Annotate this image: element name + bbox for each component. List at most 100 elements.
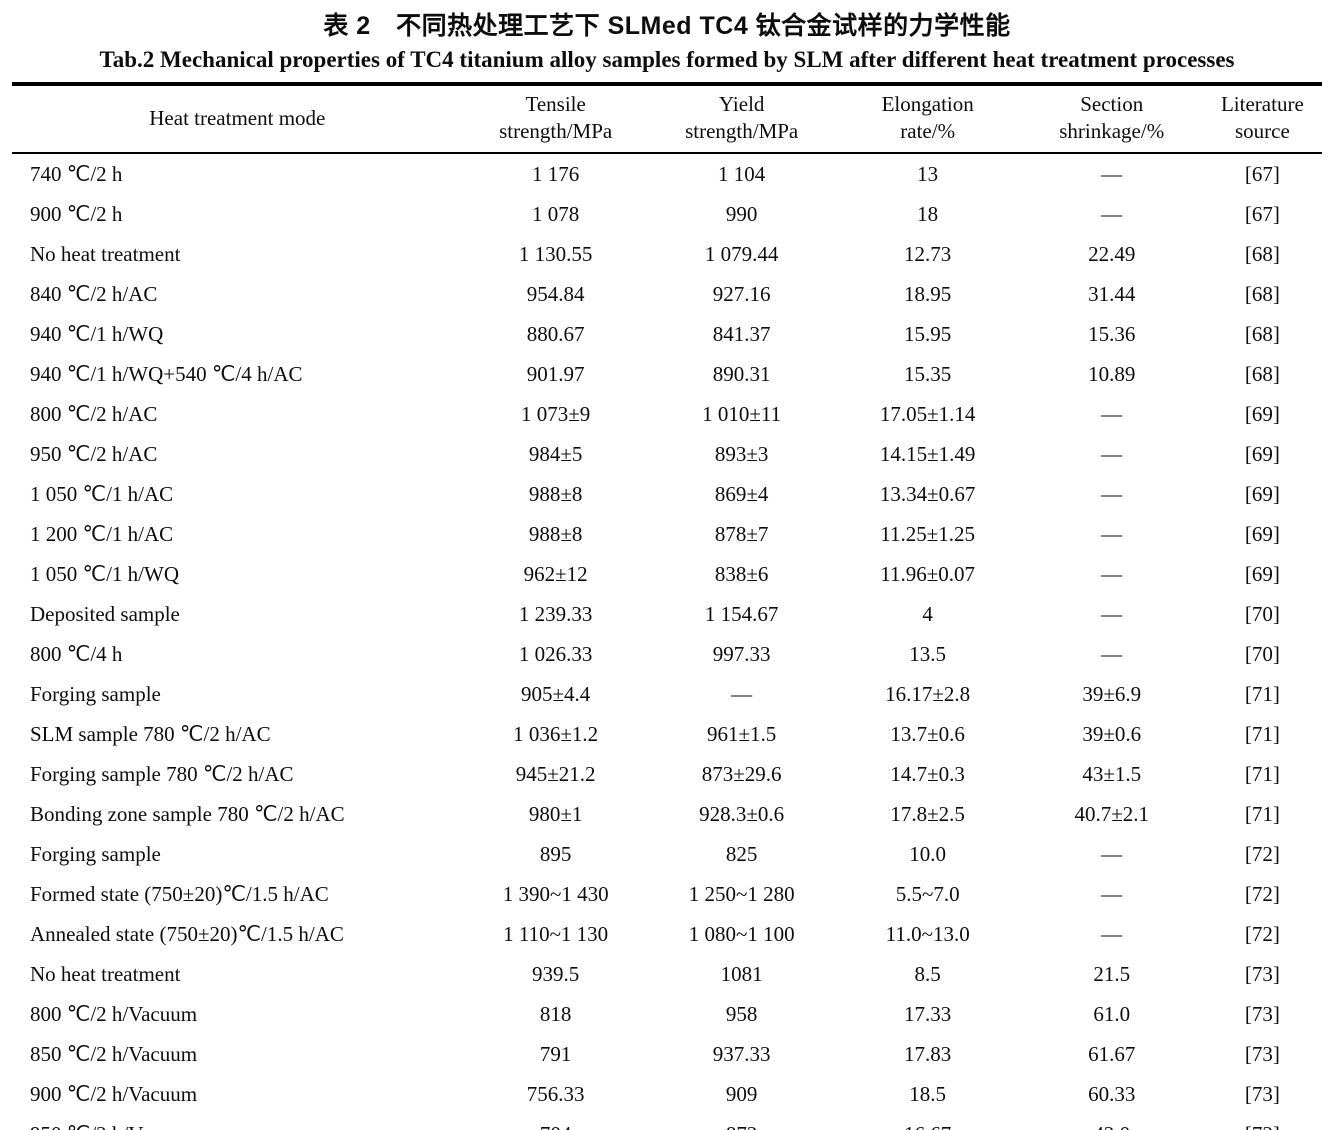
cell-literature-source: [72] <box>1244 921 1280 946</box>
cell-elongation-rate: 16.67 <box>835 1114 1021 1130</box>
table-row: 840 ℃/2 h/AC 954.84 927.16 18.95 31.44 [… <box>12 274 1322 314</box>
cell-heat-treatment-mode: Deposited sample <box>30 601 180 626</box>
cell-tensile-strength: 1 110~1 130 <box>503 921 609 946</box>
cell-yield-strength: 937.33 <box>712 1041 771 1066</box>
cell-yield-strength: 841.37 <box>712 321 771 346</box>
table-row: Forging sample 895 825 10.0 — [72] <box>12 834 1322 874</box>
table-row: 740 ℃/2 h 1 176 1 104 13 — [67] <box>12 153 1322 194</box>
table-row: 950 ℃/2 h/Vacuum 704 872 16.67 42.0 [73] <box>12 1114 1322 1130</box>
column-header-section-shrinkage: Section shrinkage/% <box>1020 84 1203 154</box>
cell-elongation-rate: 5.5~7.0 <box>895 881 960 906</box>
cell-yield-strength: 997.33 <box>712 641 771 666</box>
cell-yield-strength: 927.16 <box>712 281 771 306</box>
cell-yield-strength: 838±6 <box>714 561 769 586</box>
table-header: Heat treatment mode Tensile strength/MPa… <box>12 84 1322 154</box>
table-row: SLM sample 780 ℃/2 h/AC 1 036±1.2 961±1.… <box>12 714 1322 754</box>
cell-heat-treatment-mode: Forging sample <box>30 841 161 866</box>
cell-literature-source: [67] <box>1244 161 1280 186</box>
cell-literature-source: [68] <box>1244 361 1280 386</box>
cell-yield-strength: 1081 <box>720 961 763 986</box>
cell-elongation-rate: 13.5 <box>909 641 947 666</box>
cell-literature-source: [68] <box>1244 321 1280 346</box>
cell-yield-strength: 878±7 <box>714 521 769 546</box>
table-row: Annealed state (750±20)℃/1.5 h/AC 1 110~… <box>12 914 1322 954</box>
cell-elongation-rate: 12.73 <box>904 241 952 266</box>
cell-section-shrinkage: 61.67 <box>1088 1041 1136 1066</box>
cell-literature-source: [71] <box>1244 761 1280 786</box>
cell-yield-strength: 1 154.67 <box>704 601 779 626</box>
cell-elongation-rate: 15.35 <box>904 361 952 386</box>
table-row: No heat treatment 939.5 1081 8.5 21.5 [7… <box>12 954 1322 994</box>
column-header-elongation-rate: Elongation rate/% <box>834 84 1021 154</box>
cell-literature-source: [69] <box>1244 401 1280 426</box>
cell-elongation-rate: 10.0 <box>909 841 947 866</box>
table-title-english: Tab.2 Mechanical properties of TC4 titan… <box>99 47 1235 72</box>
table-row: Bonding zone sample 780 ℃/2 h/AC 980±1 9… <box>12 794 1322 834</box>
cell-section-shrinkage: — <box>1101 641 1123 666</box>
cell-section-shrinkage: 39±6.9 <box>1082 681 1142 706</box>
column-header-heat-treatment-mode: Heat treatment mode <box>12 84 463 154</box>
cell-heat-treatment-mode: 800 ℃/2 h/AC <box>30 401 158 426</box>
table-row: 800 ℃/4 h 1 026.33 997.33 13.5 — [70] <box>12 634 1322 674</box>
cell-section-shrinkage: — <box>1101 921 1123 946</box>
cell-literature-source: [69] <box>1244 561 1280 586</box>
cell-tensile-strength: 1 130.55 <box>518 241 593 266</box>
cell-tensile-strength: 1 078 <box>532 201 580 226</box>
table-row: 1 050 ℃/1 h/WQ 962±12 838±6 11.96±0.07 —… <box>12 554 1322 594</box>
cell-heat-treatment-mode: No heat treatment <box>30 961 181 986</box>
cell-tensile-strength: 984±5 <box>528 441 583 466</box>
cell-tensile-strength: 1 036±1.2 <box>513 721 599 746</box>
table-row: 940 ℃/1 h/WQ 880.67 841.37 15.95 15.36 [… <box>12 314 1322 354</box>
table-header-row: Heat treatment mode Tensile strength/MPa… <box>12 84 1322 154</box>
cell-yield-strength: 1 080~1 100 <box>688 921 795 946</box>
cell-elongation-rate: 17.8±2.5 <box>890 801 965 826</box>
column-header-line: Section <box>1080 92 1144 116</box>
cell-tensile-strength: 954.84 <box>526 281 585 306</box>
cell-tensile-strength: 791 <box>539 1041 572 1066</box>
cell-heat-treatment-mode: 800 ℃/2 h/Vacuum <box>30 1001 198 1026</box>
cell-tensile-strength: 962±12 <box>523 561 588 586</box>
cell-yield-strength: 873±29.6 <box>701 761 782 786</box>
cell-section-shrinkage: 60.33 <box>1088 1081 1136 1106</box>
cell-elongation-rate: 17.83 <box>904 1041 952 1066</box>
cell-section-shrinkage: — <box>1101 841 1123 866</box>
cell-section-shrinkage: 21.5 <box>1093 961 1131 986</box>
column-header-line: Yield <box>718 92 765 116</box>
cell-yield-strength: 909 <box>725 1081 758 1106</box>
cell-section-shrinkage: 15.36 <box>1088 321 1136 346</box>
cell-yield-strength: — <box>731 681 753 706</box>
cell-heat-treatment-mode: 950 ℃/2 h/Vacuum <box>12 1114 463 1130</box>
cell-heat-treatment-mode: 1 200 ℃/1 h/AC <box>30 521 174 546</box>
cell-literature-source: [73] <box>1244 961 1280 986</box>
cell-tensile-strength: 988±8 <box>528 481 583 506</box>
cell-yield-strength: 893±3 <box>714 441 769 466</box>
table-row: 800 ℃/2 h/Vacuum 818 958 17.33 61.0 [73] <box>12 994 1322 1034</box>
cell-heat-treatment-mode: SLM sample 780 ℃/2 h/AC <box>30 721 271 746</box>
column-header-line: Elongation <box>881 92 974 116</box>
cell-elongation-rate: 17.05±1.14 <box>879 401 976 426</box>
cell-literature-source: [72] <box>1244 841 1280 866</box>
cell-section-shrinkage: — <box>1101 561 1123 586</box>
cell-yield-strength: 990 <box>725 201 758 226</box>
cell-literature-source: [73] <box>1244 1081 1280 1106</box>
cell-literature-source: [73] <box>1244 1041 1280 1066</box>
table-row: 850 ℃/2 h/Vacuum 791 937.33 17.83 61.67 … <box>12 1034 1322 1074</box>
cell-tensile-strength: 980±1 <box>528 801 583 826</box>
cell-tensile-strength: 1 390~1 430 <box>502 881 609 906</box>
cell-section-shrinkage: 40.7±2.1 <box>1074 801 1149 826</box>
cell-section-shrinkage: 10.89 <box>1088 361 1136 386</box>
column-header-line: strength/MPa <box>685 119 799 143</box>
cell-yield-strength: 825 <box>725 841 758 866</box>
cell-tensile-strength: 1 073±9 <box>521 401 591 426</box>
cell-tensile-strength: 756.33 <box>526 1081 585 1106</box>
cell-tensile-strength: 945±21.2 <box>515 761 596 786</box>
cell-section-shrinkage: 61.0 <box>1093 1001 1131 1026</box>
cell-section-shrinkage: — <box>1101 441 1123 466</box>
table-row: 800 ℃/2 h/AC 1 073±9 1 010±11 17.05±1.14… <box>12 394 1322 434</box>
cell-elongation-rate: 13.7±0.6 <box>890 721 965 746</box>
column-header-line: Tensile <box>525 92 586 116</box>
cell-elongation-rate: 14.7±0.3 <box>890 761 965 786</box>
cell-tensile-strength: 988±8 <box>528 521 583 546</box>
cell-elongation-rate: 14.15±1.49 <box>879 441 976 466</box>
table-body: 740 ℃/2 h 1 176 1 104 13 — [67] 900 ℃/2 … <box>12 153 1322 1130</box>
